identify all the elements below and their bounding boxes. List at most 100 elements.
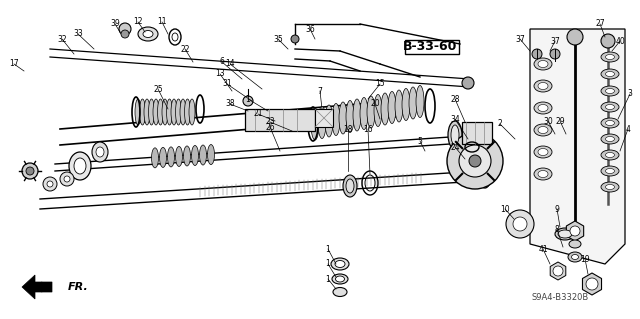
Ellipse shape [409,87,417,119]
Ellipse shape [175,99,182,125]
Text: 23: 23 [265,117,275,127]
Ellipse shape [538,105,548,112]
Ellipse shape [171,99,177,125]
Text: 38: 38 [225,100,235,108]
Ellipse shape [572,255,579,259]
Ellipse shape [180,99,186,125]
Ellipse shape [402,88,410,121]
Polygon shape [22,275,52,299]
Ellipse shape [200,145,207,165]
Bar [462,122,492,144]
Ellipse shape [534,124,552,136]
Text: 28: 28 [451,94,460,103]
Ellipse shape [159,147,166,167]
Ellipse shape [558,230,572,238]
Circle shape [119,23,131,35]
Bar [315,109,333,127]
Ellipse shape [601,86,619,96]
Ellipse shape [601,102,619,112]
Ellipse shape [153,99,159,125]
Ellipse shape [189,99,195,125]
Text: 29: 29 [555,116,565,125]
Circle shape [570,226,580,236]
Text: FR.: FR. [68,282,89,292]
Text: 25: 25 [153,85,163,93]
Text: 31: 31 [222,79,232,88]
Ellipse shape [168,147,175,167]
Ellipse shape [148,99,154,125]
Ellipse shape [605,184,614,189]
Ellipse shape [601,134,619,144]
Ellipse shape [166,99,173,125]
Circle shape [506,210,534,238]
Ellipse shape [538,61,548,68]
Text: 1: 1 [326,275,330,284]
Circle shape [513,217,527,231]
Circle shape [553,266,563,276]
Ellipse shape [605,168,614,174]
Text: 34: 34 [450,115,460,123]
Text: 33: 33 [73,29,83,39]
Text: 1: 1 [326,244,330,254]
Text: 18: 18 [343,124,353,133]
Ellipse shape [353,99,361,131]
Ellipse shape [162,99,168,125]
Ellipse shape [381,93,389,125]
Ellipse shape [346,179,354,193]
Polygon shape [550,262,566,280]
Ellipse shape [601,52,619,62]
Ellipse shape [140,99,145,125]
Text: 21: 21 [253,109,263,118]
Circle shape [60,172,74,186]
Ellipse shape [605,71,614,77]
Polygon shape [530,29,625,264]
Ellipse shape [605,88,614,93]
Polygon shape [566,221,584,241]
Ellipse shape [568,252,582,262]
Text: 36: 36 [305,25,315,33]
Text: 6: 6 [220,57,225,66]
Text: 32: 32 [57,34,67,43]
Text: 37: 37 [550,36,560,46]
Text: 19: 19 [580,255,590,263]
Ellipse shape [175,146,182,167]
Ellipse shape [335,276,344,282]
Text: 4: 4 [625,124,630,133]
Ellipse shape [555,228,575,240]
Ellipse shape [152,148,159,168]
Circle shape [601,34,615,48]
Ellipse shape [416,85,424,117]
Circle shape [22,163,38,179]
Circle shape [26,167,34,175]
Circle shape [291,35,299,43]
Circle shape [550,49,560,59]
Text: 1: 1 [326,259,330,269]
Ellipse shape [534,80,552,92]
Text: 7: 7 [317,86,323,95]
Ellipse shape [569,240,581,248]
Text: 1: 1 [246,94,250,103]
Ellipse shape [601,69,619,79]
Bar [245,109,315,131]
Ellipse shape [157,99,163,125]
Ellipse shape [451,125,459,145]
Ellipse shape [325,105,333,137]
Ellipse shape [135,99,141,125]
Ellipse shape [144,99,150,125]
Ellipse shape [538,170,548,177]
Ellipse shape [74,158,86,174]
Text: 8: 8 [555,225,559,234]
Circle shape [459,145,491,177]
Text: 12: 12 [133,18,143,26]
Ellipse shape [343,175,357,197]
Ellipse shape [534,168,552,180]
Ellipse shape [339,102,347,134]
Ellipse shape [605,121,614,125]
Ellipse shape [605,137,614,142]
Circle shape [567,29,583,45]
Ellipse shape [534,58,552,70]
Ellipse shape [138,27,158,41]
Text: 41: 41 [538,244,548,254]
Ellipse shape [395,90,403,122]
Text: B-33-60: B-33-60 [403,41,457,54]
